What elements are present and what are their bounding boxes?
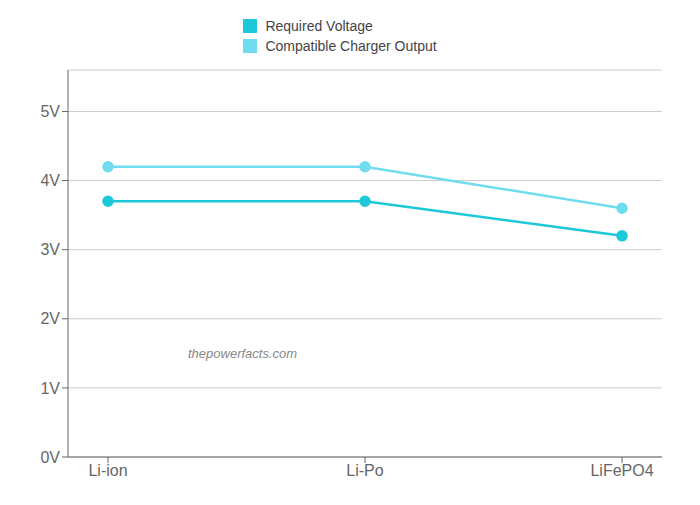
svg-text:LiFePO4: LiFePO4 [590,462,653,479]
svg-text:0V: 0V [40,449,60,466]
svg-text:thepowerfacts.com: thepowerfacts.com [188,346,297,361]
html-text:Compatible Charger Output: Compatible Charger Output [265,38,437,54]
svg-text:1V: 1V [40,380,60,397]
svg-text:3V: 3V [40,241,60,258]
svg-text:4V: 4V [40,172,60,189]
svg-text:5V: 5V [40,103,60,120]
html-text:Required Voltage: Required Voltage [265,18,373,34]
svg-text:Li-Po: Li-Po [346,462,383,479]
svg-text:2V: 2V [40,310,60,327]
svg-text:Li-ion: Li-ion [88,462,127,479]
